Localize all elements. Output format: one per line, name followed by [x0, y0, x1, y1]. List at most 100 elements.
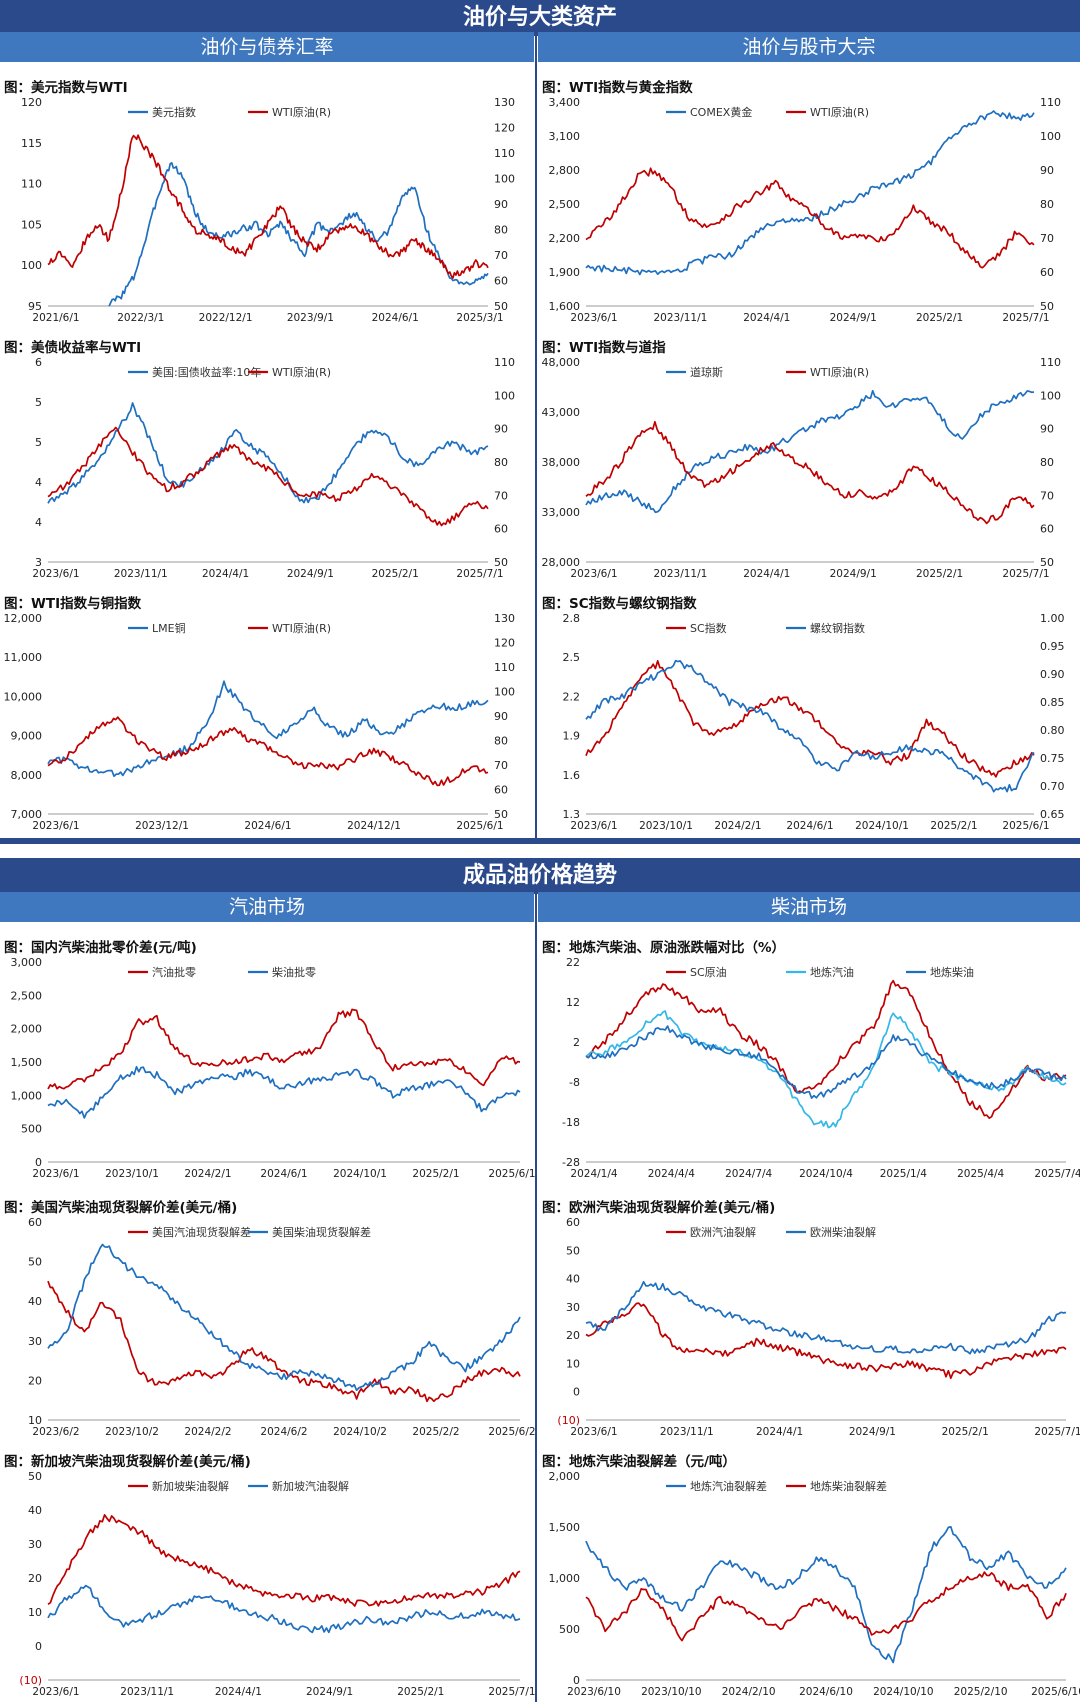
y-right-tick-label: 110: [494, 356, 515, 369]
chart-svg: (10) 0 10 20 30 40 50 2023/6/1 2023/11/1 2024/4/1…: [19, 1470, 535, 1698]
x-tick-label: 2024/6/1: [372, 312, 419, 324]
y-left-tick-label: 38,000: [542, 456, 581, 469]
series-line: [585, 420, 1035, 525]
y-left-tick-label: 1,500: [549, 1521, 581, 1534]
y-right-tick-label: 100: [494, 686, 515, 699]
x-tick-label: 2023/6/1: [32, 1686, 79, 1698]
chart-svg: 7,000 8,000 9,000 10,000 11,000 12,000 50 60 70 8…: [4, 612, 516, 832]
y-left-tick-label: 2: [573, 1036, 580, 1049]
chart-usd-wti: 图：美元指数与WTI 95 100 105 110 115 120 50 60 70 80 90 100…: [0, 74, 534, 328]
x-tick-label: 2025/2/2: [412, 1426, 459, 1438]
y-left-tick-label: 0: [35, 1640, 42, 1653]
y-left-tick-label: 9,000: [11, 730, 43, 743]
series-line: [585, 1010, 1067, 1129]
x-tick-label: 2023/6/1: [32, 820, 79, 832]
x-tick-label: 2023/6/1: [32, 568, 79, 580]
y-left-tick-label: 0: [573, 1674, 580, 1687]
chart-svg: 0 500 1,000 1,500 2,000 2023/6/10 2023/10/10 20…: [549, 1470, 1080, 1698]
y-left-tick-label: 20: [28, 1374, 42, 1387]
legend-label: 地炼汽油裂解差: [690, 1479, 767, 1493]
x-tick-label: 2024/12/1: [347, 820, 401, 832]
y-left-tick-label: 2.2: [563, 690, 581, 703]
x-tick-label: 2024/1/4: [570, 1168, 617, 1180]
series-line: [585, 1280, 1067, 1355]
chart-title: 图：WTI指数与道指: [542, 340, 666, 356]
y-left-tick-label: 0: [35, 1156, 42, 1169]
x-tick-label: 2023/6/1: [570, 568, 617, 580]
x-tick-label: 2023/10/2: [105, 1426, 159, 1438]
chart-title: 图：新加坡汽柴油现货裂解价差(美元/桶): [4, 1454, 251, 1470]
x-tick-label: 2024/6/1: [244, 820, 291, 832]
y-left-tick-label: 43,000: [542, 406, 581, 419]
y-left-tick-label: 500: [559, 1623, 580, 1636]
chart-svg: (10) 0 10 20 30 40 50 60 2023/6/1 2023/11/1 2024/4…: [557, 1216, 1080, 1438]
y-right-tick-label: 70: [494, 759, 508, 772]
y-left-tick-label: 2,200: [549, 232, 581, 245]
x-tick-label: 2025/2/1: [397, 1686, 444, 1698]
x-tick-label: 2024/10/1: [333, 1168, 387, 1180]
y-left-tick-label: 105: [21, 218, 42, 231]
y-left-tick-label: 1.6: [563, 769, 581, 782]
x-tick-label: 2023/10/1: [639, 820, 693, 832]
y-left-tick-label: 2,500: [549, 198, 581, 211]
y-left-tick-label: -18: [562, 1116, 580, 1129]
chart-wti-copper: 图：WTI指数与铜指数 7,000 8,000 9,000 10,000 11,000 12…: [0, 590, 534, 836]
chart-wti-gold: 图：WTI指数与黄金指数 1,600 1,900 2,200 2,500 2,800 3,1…: [538, 74, 1080, 328]
x-tick-label: 2025/7/4: [1034, 1168, 1080, 1180]
legend-label: 柴油批零: [272, 965, 316, 979]
series-line: [585, 389, 1035, 514]
x-tick-label: 2025/6/1: [488, 1168, 535, 1180]
y-right-tick-label: 90: [494, 710, 508, 723]
series-line: [47, 680, 489, 778]
x-tick-label: 2024/4/1: [202, 568, 249, 580]
y-right-tick-label: 120: [494, 637, 515, 650]
chart-title: 图：美元指数与WTI: [4, 80, 128, 96]
y-left-tick-label: 1.9: [563, 730, 581, 743]
chart-svg: 10 20 30 40 50 60 2023/6/2 2023/10/2 2024/2/2 202…: [28, 1216, 536, 1438]
y-right-tick-label: 60: [1040, 523, 1054, 536]
y-left-tick-label: 33,000: [542, 506, 581, 519]
y-left-tick-label: 1,500: [11, 1056, 43, 1069]
y-right-tick-label: 80: [494, 456, 508, 469]
chart-svg: 1,600 1,900 2,200 2,500 2,800 3,100 3,400 50 60 7…: [549, 96, 1062, 324]
y-right-tick-label: 100: [1040, 389, 1061, 402]
x-tick-label: 2024/4/4: [648, 1168, 695, 1180]
subheader-bonds-fx: 油价与债券汇率: [0, 32, 534, 62]
x-tick-label: 2024/4/1: [743, 568, 790, 580]
x-tick-label: 2023/6/2: [32, 1426, 79, 1438]
series-line: [47, 426, 489, 527]
y-left-tick-label: 1,000: [11, 1089, 43, 1102]
y-right-tick-label: 70: [494, 489, 508, 502]
y-left-tick-label: 1,000: [549, 1572, 581, 1585]
x-tick-label: 2023/11/1: [653, 312, 707, 324]
y-right-tick-label: 90: [1040, 164, 1054, 177]
x-tick-label: 2024/10/2: [333, 1426, 387, 1438]
series-line: [585, 110, 1035, 276]
y-left-tick-label: 3,100: [549, 130, 581, 143]
series-line: [47, 1514, 521, 1607]
separator-bar: [0, 838, 1080, 844]
y-left-tick-label: 10: [28, 1414, 42, 1427]
x-tick-label: 2025/7/1: [1002, 312, 1049, 324]
x-tick-label: 2023/11/1: [660, 1426, 714, 1438]
y-left-tick-label: 40: [566, 1273, 580, 1286]
y-right-tick-label: 130: [494, 612, 515, 625]
y-left-tick-label: 30: [28, 1538, 42, 1551]
series-line: [108, 162, 489, 307]
y-right-tick-label: 90: [494, 198, 508, 211]
x-tick-label: 2024/6/1: [260, 1168, 307, 1180]
section-title-assets: 油价与大类资产: [0, 0, 1080, 36]
y-right-tick-label: 110: [1040, 96, 1061, 109]
y-left-tick-label: 4: [35, 516, 42, 529]
x-tick-label: 2025/6/2: [488, 1426, 535, 1438]
y-left-tick-label: 10: [28, 1606, 42, 1619]
y-left-tick-label: 100: [21, 259, 42, 272]
chart-title: 图：SC指数与螺纹钢指数: [542, 596, 697, 612]
y-left-tick-label: 6: [35, 356, 42, 369]
y-left-tick-label: 120: [21, 96, 42, 109]
y-right-tick-label: 0.85: [1040, 696, 1065, 709]
y-right-tick-label: 50: [494, 808, 508, 821]
y-left-tick-label: 3: [35, 556, 42, 569]
y-left-tick-label: 0: [573, 1386, 580, 1399]
y-left-tick-label: 20: [28, 1572, 42, 1585]
